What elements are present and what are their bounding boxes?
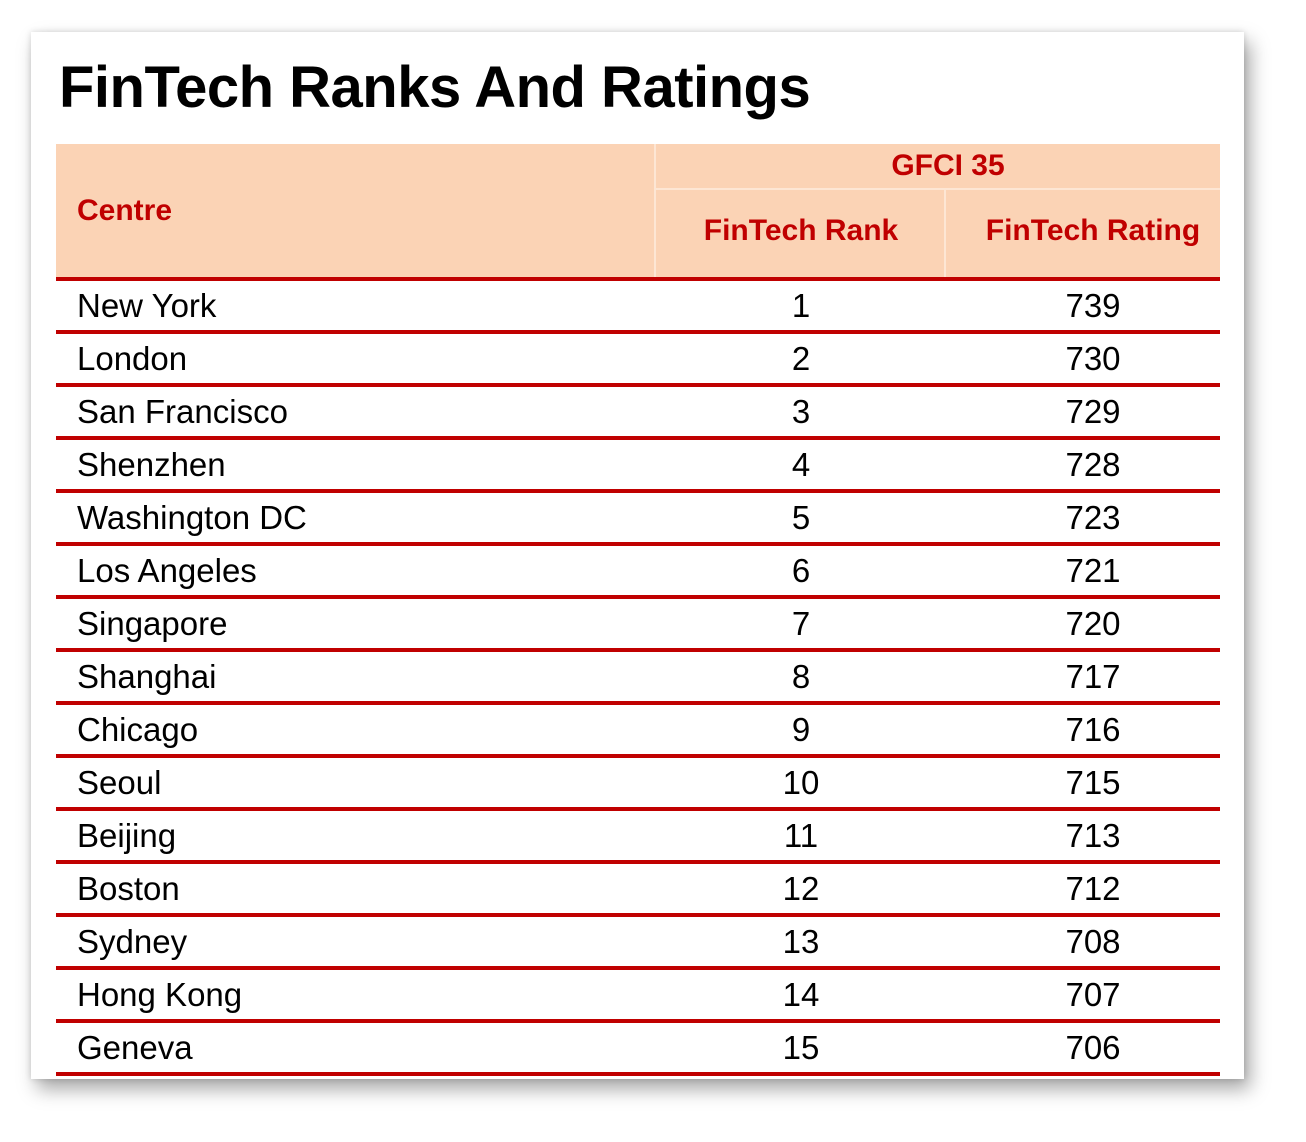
cell-rank: 13 [782, 923, 820, 960]
row-divider [56, 860, 1220, 864]
table-row: New York 1 739 [56, 281, 1220, 330]
cell-centre: Chicago [77, 711, 199, 748]
row-divider [56, 489, 1220, 493]
cell-centre: Beijing [77, 817, 177, 854]
table-row: Boston 12 712 [56, 864, 1220, 913]
cell-centre: Hong Kong [77, 976, 243, 1013]
row-divider [56, 807, 1220, 811]
cell-rank: 12 [782, 870, 820, 907]
cell-rating: 739 [1065, 287, 1121, 324]
header-divider [654, 144, 656, 277]
header-divider [656, 188, 1220, 190]
cell-centre: Los Angeles [77, 552, 257, 589]
cell-rating: 721 [1065, 552, 1121, 589]
cell-rating: 716 [1065, 711, 1121, 748]
table-row: Beijing 11 713 [56, 811, 1220, 860]
table-row: London 2 730 [56, 334, 1220, 383]
cell-rank: 3 [791, 393, 811, 430]
cell-rating: 712 [1065, 870, 1121, 907]
cell-rank: 7 [791, 605, 811, 642]
row-divider [56, 648, 1220, 652]
row-divider [56, 383, 1220, 387]
cell-centre: Geneva [77, 1029, 193, 1066]
table-row: Shanghai 8 717 [56, 652, 1220, 701]
cell-rating: 717 [1065, 658, 1121, 695]
cell-rank: 10 [782, 764, 820, 801]
row-divider [56, 966, 1220, 970]
cell-rating: 707 [1065, 976, 1121, 1013]
row-divider [56, 330, 1220, 334]
cell-rating: 723 [1065, 499, 1121, 536]
cell-rank: 11 [783, 817, 819, 854]
cell-rank: 9 [791, 711, 811, 748]
table-row: Los Angeles 6 721 [56, 546, 1220, 595]
cell-rank: 1 [791, 287, 811, 324]
row-divider [56, 1019, 1220, 1023]
cell-centre: New York [77, 287, 217, 324]
table-row: Geneva 15 706 [56, 1023, 1220, 1072]
table-row: Sydney 13 708 [56, 917, 1220, 966]
cell-rating: 706 [1065, 1029, 1121, 1066]
table-body: New York 1 739 London 2 730 San Francisco 3 729 S… [56, 281, 1220, 1076]
header-divider [944, 190, 946, 277]
table-row: San Francisco 3 729 [56, 387, 1220, 436]
cell-rank: 8 [791, 658, 811, 695]
row-divider [56, 436, 1220, 440]
cell-rating: 720 [1065, 605, 1121, 642]
cell-rank: 6 [791, 552, 811, 589]
header-rating: FinTech Rating [985, 214, 1201, 247]
cell-rating: 729 [1065, 393, 1121, 430]
cell-centre: London [77, 340, 188, 377]
cell-rank: 2 [791, 340, 811, 377]
row-divider [56, 701, 1220, 705]
cell-centre: Shenzhen [77, 446, 226, 483]
row-divider [56, 1072, 1220, 1076]
cell-centre: Shanghai [77, 658, 217, 695]
cell-centre: Seoul [77, 764, 162, 801]
header-group: GFCI 35 [891, 149, 1005, 182]
cell-rank: 4 [791, 446, 811, 483]
table-row: Singapore 7 720 [56, 599, 1220, 648]
table-row: Washington DC 5 723 [56, 493, 1220, 542]
cell-centre: Boston [77, 870, 180, 907]
table-header: Centre GFCI 35 FinTech Rank FinTech Rati… [56, 144, 1220, 277]
page-title: FinTech Ranks And Ratings [59, 55, 811, 120]
cell-rating: 708 [1065, 923, 1121, 960]
row-divider [56, 754, 1220, 758]
table-row: Seoul 10 715 [56, 758, 1220, 807]
cell-rating: 715 [1065, 764, 1121, 801]
row-divider [56, 913, 1220, 917]
row-divider [56, 595, 1220, 599]
fintech-table: Centre GFCI 35 FinTech Rank FinTech Rati… [56, 144, 1220, 1076]
cell-centre: Singapore [77, 605, 228, 642]
cell-rating: 730 [1065, 340, 1121, 377]
cell-rank: 5 [791, 499, 811, 536]
table-row: Hong Kong 14 707 [56, 970, 1220, 1019]
cell-centre: Sydney [77, 923, 188, 960]
table-row: Chicago 9 716 [56, 705, 1220, 754]
cell-centre: Washington DC [77, 499, 307, 536]
row-divider [56, 542, 1220, 546]
cell-rank: 14 [782, 976, 820, 1013]
row-divider [56, 277, 1220, 281]
cell-rating: 728 [1065, 446, 1121, 483]
header-centre: Centre [77, 194, 173, 227]
cell-centre: San Francisco [77, 393, 288, 430]
cell-rating: 713 [1065, 817, 1121, 854]
table-row: Shenzhen 4 728 [56, 440, 1220, 489]
header-rank: FinTech Rank [703, 214, 899, 247]
table-card: FinTech Ranks And Ratings Centre GFCI 35… [31, 32, 1244, 1079]
cell-rank: 15 [782, 1029, 820, 1066]
